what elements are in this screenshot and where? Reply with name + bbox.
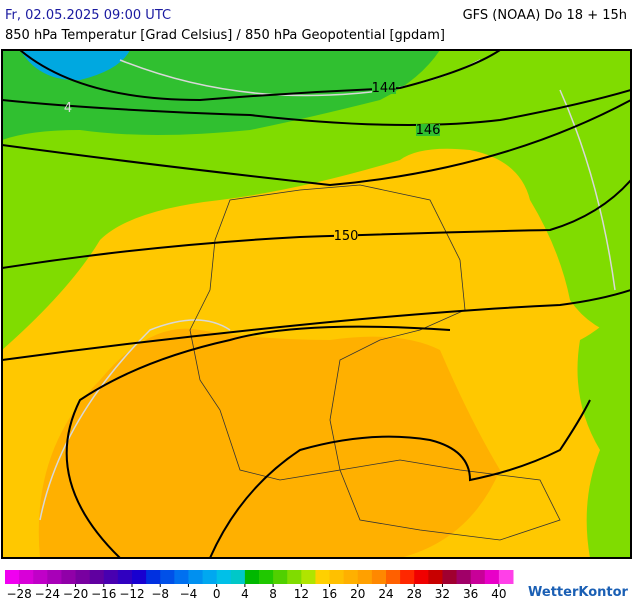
color-swatch (386, 570, 401, 584)
color-swatch (216, 570, 232, 584)
color-swatch (357, 570, 373, 584)
tick-label: 0 (213, 587, 221, 600)
color-swatch (259, 570, 274, 584)
color-swatch (456, 570, 472, 584)
datetime: Fr, 02.05.2025 09:00 UTC (5, 8, 171, 23)
color-swatch (301, 570, 316, 584)
color-swatch (188, 570, 204, 584)
contour-label: 146 (416, 123, 441, 138)
contour-144 (19, 50, 501, 102)
contour-146 (2, 89, 631, 126)
tick-label: −20 (63, 587, 88, 600)
colorbar: −28 −24 −20 −16 −12 −8 −4 0 4 8 12 16 20 24 28 32 36 40 (5, 570, 514, 600)
contour-label: 150 (334, 229, 359, 244)
color-swatch (329, 570, 345, 584)
contour-label: 144 (372, 81, 397, 96)
model-run: GFS (NOAA) Do 18 + 15h (463, 8, 627, 23)
contour-148 (2, 99, 631, 187)
label-bg (372, 82, 396, 94)
isotherm (39, 319, 231, 521)
tick-label: 16 (322, 587, 337, 600)
color-swatch (484, 570, 500, 584)
color-swatch (202, 570, 218, 584)
contour-152 (2, 289, 631, 361)
tick-label: −12 (119, 587, 144, 600)
brand: WetterKontor (528, 585, 629, 600)
contour-156 (209, 399, 591, 558)
color-swatch (273, 570, 288, 584)
tick-label: 36 (463, 587, 478, 600)
tick-label: 28 (407, 587, 422, 600)
map-frame (1, 49, 632, 559)
warmer-area (38, 328, 500, 558)
color-swatch (75, 570, 91, 584)
cold-area (20, 50, 130, 81)
tick-label: 32 (435, 587, 450, 600)
color-swatch (5, 570, 20, 584)
color-swatch (428, 570, 443, 584)
color-swatch (470, 570, 486, 584)
color-swatch (33, 570, 48, 584)
subtitle: 850 hPa Temperatur [Grad Celsius] / 850 … (5, 28, 445, 43)
color-swatch (47, 570, 62, 584)
tick-label: −16 (91, 587, 116, 600)
tick-label: 4 (241, 587, 249, 600)
mild-area-east (577, 300, 631, 558)
color-swatch (89, 570, 105, 584)
label-bg (416, 124, 440, 136)
color-swatch (315, 570, 331, 584)
color-swatch (174, 570, 189, 584)
color-swatch (400, 570, 415, 584)
tick-label: 24 (378, 587, 393, 600)
cool-area (2, 50, 440, 140)
contour-150 (2, 179, 631, 269)
color-swatch (19, 570, 34, 584)
color-swatch (103, 570, 119, 584)
color-swatch (371, 570, 387, 584)
tick-label: −24 (35, 587, 60, 600)
tick-label: 8 (269, 587, 277, 600)
country-border (339, 459, 561, 541)
contour-154 (65, 325, 451, 558)
color-swatch (414, 570, 429, 584)
color-swatch (117, 570, 133, 584)
color-swatch (230, 570, 246, 584)
color-swatch (287, 570, 302, 584)
color-swatch (146, 570, 161, 584)
tick-label: −8 (151, 587, 169, 600)
color-swatch (132, 570, 147, 584)
tick-label: 12 (294, 587, 309, 600)
tick-label: 20 (350, 587, 365, 600)
isotherm (559, 89, 616, 291)
map: 144 146 150 4 (1, 49, 632, 559)
color-swatch (160, 570, 175, 584)
tick-label: −4 (180, 587, 198, 600)
color-swatch (61, 570, 77, 584)
tick-label: 40 (491, 587, 506, 600)
color-swatch (343, 570, 359, 584)
color-swatch (498, 570, 514, 584)
label-bg (334, 230, 358, 242)
tick-label: −28 (6, 587, 31, 600)
isotherm-label: 4 (64, 101, 72, 116)
country-border (189, 184, 466, 481)
color-swatch (442, 570, 458, 584)
color-swatch (244, 570, 260, 584)
